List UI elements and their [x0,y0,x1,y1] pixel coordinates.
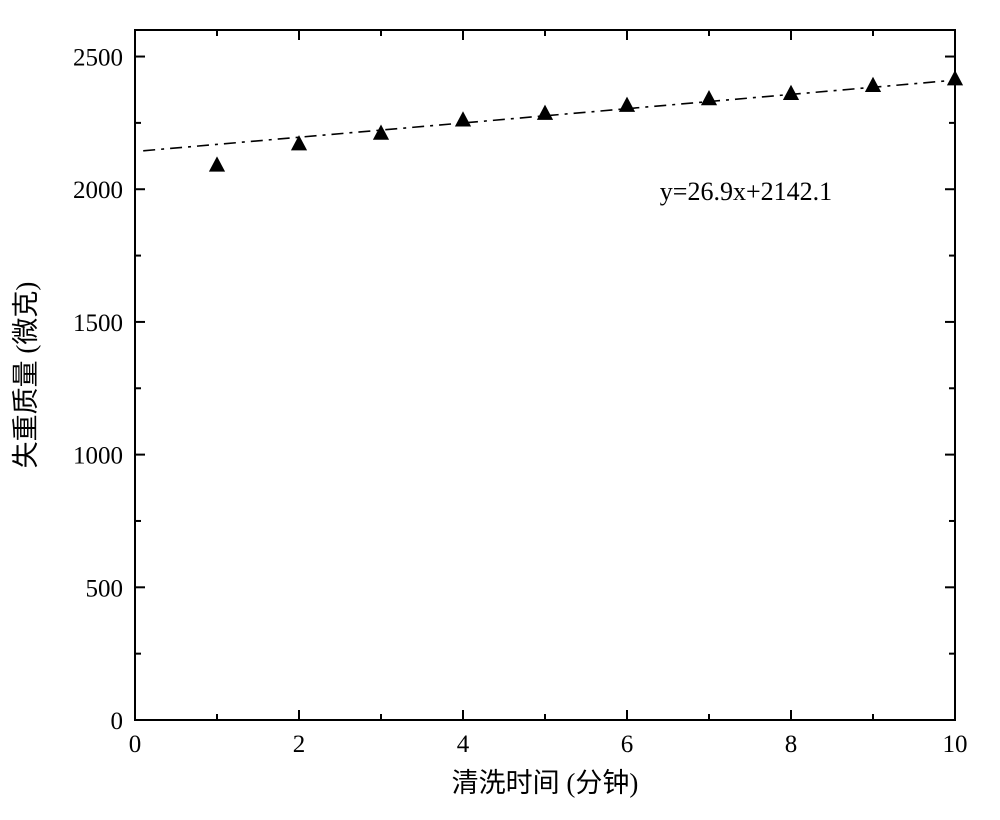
data-point-triangle-icon [783,85,799,100]
x-tick-label: 10 [943,731,968,758]
x-axis-label: 清洗时间 (分钟) [452,768,639,798]
data-point-triangle-icon [209,156,225,171]
x-tick-label: 8 [785,731,798,758]
plot-border [135,30,955,720]
x-tick-label: 6 [621,731,634,758]
y-tick-label: 1000 [73,443,123,470]
x-tick-label: 4 [457,731,470,758]
y-tick-label: 2000 [73,177,123,204]
data-point-triangle-icon [537,105,553,120]
y-tick-label: 0 [111,708,124,735]
y-tick-label: 1500 [73,310,123,337]
x-tick-label: 0 [129,731,142,758]
chart-svg: 0 2 4 6 8 10 0 500 1000 1500 2000 2500 清洗时间 (分钟) 失重质量… [0,0,1000,820]
data-point-triangle-icon [619,97,635,112]
data-point-triangle-icon [865,77,881,92]
x-tick-label: 2 [293,731,306,758]
y-axis-label: 失重质量 (微克) [11,282,41,469]
y-tick-label: 500 [86,575,124,602]
data-point-triangle-icon [455,111,471,126]
data-point-triangle-icon [701,90,717,105]
data-point-triangle-icon [373,125,389,140]
equation-annotation: y=26.9x+2142.1 [660,177,832,206]
chart-container: 0 2 4 6 8 10 0 500 1000 1500 2000 2500 清洗时间 (分钟) 失重质量… [0,0,1000,820]
data-point-triangle-icon [947,70,963,85]
y-tick-label: 2500 [73,45,123,72]
